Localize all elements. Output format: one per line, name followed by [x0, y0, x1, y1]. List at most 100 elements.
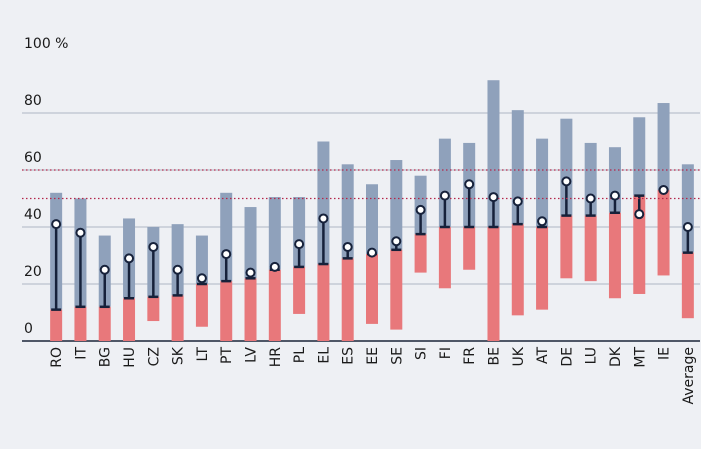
x-tick-label: SK — [171, 346, 187, 365]
upper-bar — [366, 184, 378, 255]
x-tick-label: UK — [511, 346, 527, 366]
lower-bar — [147, 296, 160, 322]
x-tick-label: HU — [122, 347, 138, 368]
marker — [342, 241, 353, 252]
upper-bar — [244, 207, 257, 279]
marker — [318, 213, 329, 224]
lower-bar — [268, 269, 281, 341]
x-tick-label: DK — [608, 346, 624, 367]
x-tick-label: SE — [389, 347, 405, 365]
lower-bar — [244, 278, 257, 341]
x-tick-label: CZ — [146, 347, 162, 366]
lower-bar — [633, 195, 646, 294]
marker — [367, 247, 377, 258]
lower-bar — [220, 281, 233, 341]
marker — [148, 241, 159, 252]
upper-bar — [268, 197, 281, 270]
marker — [391, 236, 402, 247]
lower-bar — [463, 227, 476, 270]
lower-bar — [317, 264, 330, 341]
marker — [99, 264, 110, 275]
lower-bar — [366, 254, 378, 324]
marker — [269, 261, 280, 272]
upper-bar — [511, 110, 524, 225]
lower-bar — [390, 249, 403, 330]
y-tick-label: 60 — [24, 150, 42, 166]
upper-bar — [293, 197, 306, 267]
lower-bar — [584, 215, 597, 282]
lower-bar — [681, 252, 694, 319]
y-tick-label: 0 — [24, 321, 33, 337]
y-tick-label: 80 — [24, 93, 42, 109]
x-tick-label: EE — [365, 347, 381, 365]
lower-bar — [293, 266, 306, 314]
lower-bar — [608, 212, 621, 299]
marker — [585, 193, 596, 204]
marker — [415, 204, 426, 215]
x-tick-label: FI — [438, 347, 454, 359]
lower-bar — [123, 298, 136, 341]
upper-bar — [633, 117, 646, 196]
upper-bar — [438, 138, 451, 227]
marker — [464, 179, 475, 190]
upper-bar — [317, 141, 330, 265]
marker — [537, 216, 548, 227]
x-tick-label: PL — [292, 347, 308, 363]
upper-bar — [390, 160, 403, 250]
upper-bar — [220, 192, 233, 282]
x-tick-label: AT — [535, 347, 551, 364]
marker — [439, 190, 450, 201]
upper-bar — [341, 164, 354, 259]
x-tick-label: DE — [559, 347, 575, 367]
x-tick-label: Average — [681, 347, 697, 405]
lower-bar — [341, 258, 354, 341]
marker — [488, 192, 499, 203]
x-tick-label: BG — [98, 347, 114, 367]
x-tick-label: IT — [73, 347, 89, 360]
y-tick-label: 40 — [24, 207, 42, 223]
x-tick-label: PT — [219, 347, 235, 364]
lower-bar — [657, 189, 670, 276]
lower-bar — [171, 295, 184, 341]
marker — [682, 222, 693, 232]
marker — [512, 196, 523, 207]
x-tick-label: ES — [341, 347, 357, 365]
marker — [75, 227, 86, 238]
x-tick-label: FR — [462, 347, 478, 365]
marker — [658, 184, 669, 195]
marker — [294, 239, 305, 250]
lower-bar — [98, 306, 111, 341]
x-tick-label: IE — [657, 347, 673, 360]
lower-bar — [74, 306, 87, 341]
upper-bar — [536, 138, 549, 227]
lower-bar — [438, 227, 451, 289]
lower-bar — [195, 284, 208, 327]
marker — [634, 209, 645, 220]
upper-bar — [657, 103, 670, 190]
upper-bar — [487, 80, 500, 227]
marker — [124, 253, 135, 264]
y-tick-label: 20 — [24, 264, 42, 280]
marker — [51, 219, 62, 230]
x-tick-label: HR — [268, 347, 284, 368]
y-tick-label: 100 % — [24, 36, 68, 52]
x-tick-label: SI — [414, 347, 430, 360]
upper-bar — [171, 224, 184, 296]
lower-bar — [560, 215, 573, 279]
x-tick-label: RO — [49, 347, 65, 368]
x-tick-label: MT — [632, 347, 648, 368]
marker — [245, 267, 256, 278]
lower-bar — [487, 227, 500, 341]
x-tick-label: EL — [316, 347, 332, 364]
x-tick-label: LU — [584, 347, 600, 364]
marker — [221, 249, 232, 260]
lower-bar — [536, 227, 549, 310]
x-tick-label: LT — [195, 347, 211, 362]
marker — [172, 264, 183, 275]
x-tick-label: LV — [244, 347, 260, 363]
lower-bar — [414, 234, 427, 273]
lower-bar — [50, 309, 63, 341]
upper-bar — [195, 235, 208, 284]
marker — [196, 273, 207, 284]
